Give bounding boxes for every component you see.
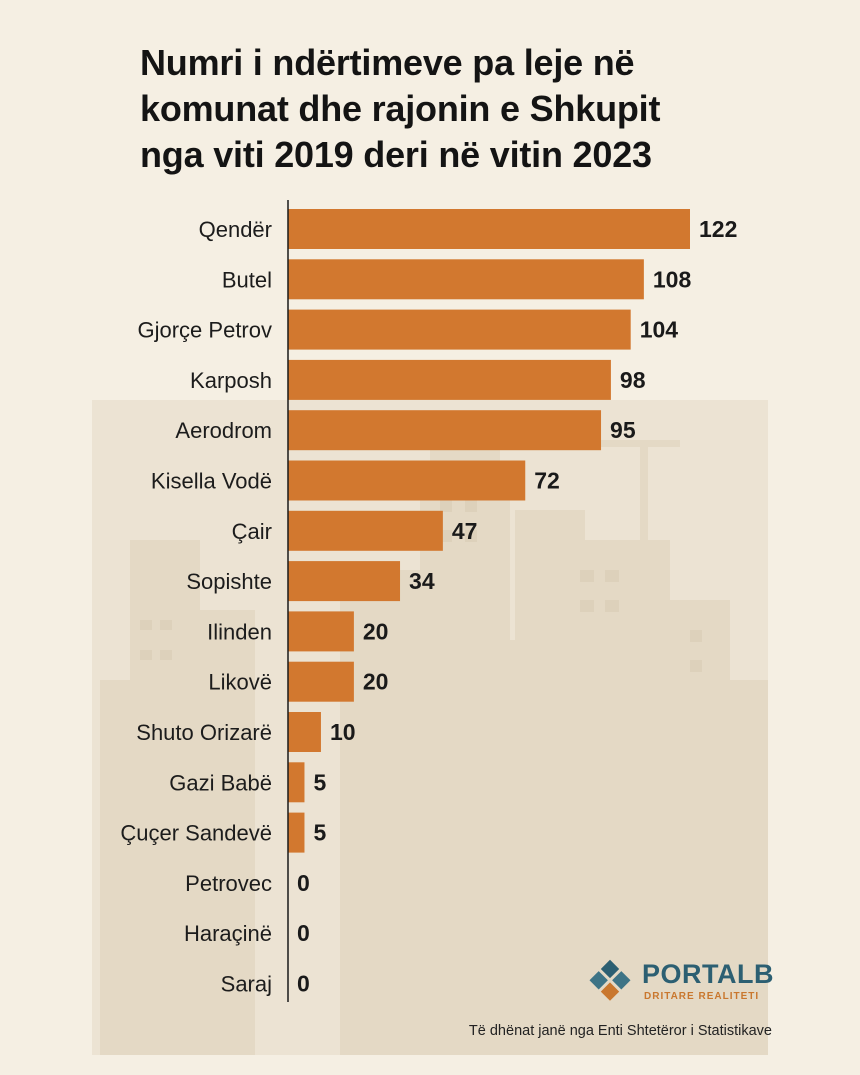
category-label: Aerodrom xyxy=(175,418,272,443)
bar-9 xyxy=(288,661,354,702)
category-label: Petrovec xyxy=(185,871,272,896)
logo-name: PORTALB xyxy=(642,959,774,989)
portalb-logo-mark-icon xyxy=(589,959,631,1001)
bar-5 xyxy=(288,460,526,501)
source-note: Të dhënat janë nga Enti Shtetëror i Stat… xyxy=(468,1023,772,1039)
value-label: 0 xyxy=(297,920,310,946)
bar-12 xyxy=(288,812,305,853)
value-label: 95 xyxy=(610,417,636,443)
bar-10 xyxy=(288,712,321,752)
value-label: 104 xyxy=(640,317,679,343)
value-label: 10 xyxy=(330,719,356,745)
bar-1 xyxy=(288,259,644,300)
portalb-logo: PORTALB DRITARE REALITETI xyxy=(584,953,774,1011)
category-label: Likovë xyxy=(208,670,272,695)
value-label: 20 xyxy=(363,669,389,695)
bar-4 xyxy=(288,410,602,451)
category-label: Sopishte xyxy=(186,569,272,594)
value-label: 5 xyxy=(313,769,326,795)
value-label: 0 xyxy=(297,971,310,997)
category-label: Ilinden xyxy=(207,619,272,644)
title-line-3: nga viti 2019 deri në vitin 2023 xyxy=(140,134,652,175)
value-label: 0 xyxy=(297,870,310,896)
category-label: Kisella Vodë xyxy=(151,469,272,494)
value-label: 98 xyxy=(620,367,646,393)
bar-8 xyxy=(288,611,354,652)
category-label: Karposh xyxy=(190,368,272,393)
logo-tagline: DRITARE REALITETI xyxy=(644,991,760,1002)
category-label: Gjorçe Petrov xyxy=(138,318,273,343)
category-label: Çair xyxy=(232,519,272,544)
title-line-1: Numri i ndërtimeve pa leje në xyxy=(140,42,635,83)
category-label: Saraj xyxy=(221,972,272,997)
bar-11 xyxy=(288,762,305,803)
bar-2 xyxy=(288,309,631,350)
bar-3 xyxy=(288,359,611,400)
category-label: Haraçinë xyxy=(184,921,272,946)
value-label: 108 xyxy=(653,266,692,292)
value-label: 20 xyxy=(363,618,389,644)
category-label: Butel xyxy=(222,267,272,292)
bar-6 xyxy=(288,510,443,551)
value-label: 5 xyxy=(313,820,326,846)
category-label: Shuto Orizarë xyxy=(136,720,272,745)
category-label: Çuçer Sandevë xyxy=(120,821,272,846)
value-label: 47 xyxy=(452,518,478,544)
value-label: 34 xyxy=(409,568,435,594)
bar-0 xyxy=(288,209,690,249)
chart-title: Numri i ndërtimeve pa leje në komunat dh… xyxy=(140,40,780,178)
title-line-2: komunat dhe rajonin e Shkupit xyxy=(140,88,661,129)
bar-7 xyxy=(288,561,401,602)
category-label: Qendër xyxy=(199,217,272,242)
value-label: 72 xyxy=(534,468,560,494)
value-label: 122 xyxy=(699,216,737,242)
category-label: Gazi Babë xyxy=(169,770,272,795)
